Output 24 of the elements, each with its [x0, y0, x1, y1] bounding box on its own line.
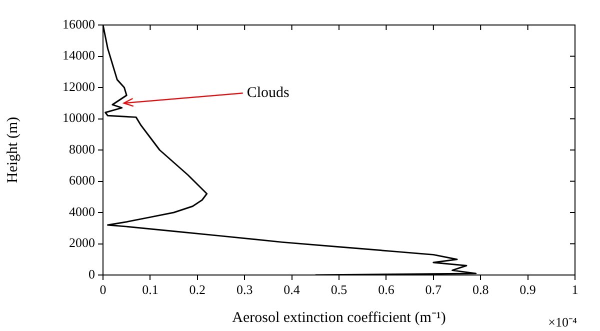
y-tick-label: 12000	[62, 78, 95, 94]
y-tick-label: 0	[88, 266, 95, 282]
x-tick-label: 0.9	[520, 282, 536, 298]
x-axis-title: Aerosol extinction coefficient (m⁻¹)	[232, 310, 446, 326]
y-tick-label: 16000	[62, 16, 95, 32]
x-tick-label: 0.7	[425, 282, 442, 298]
x-tick-label: 0.3	[236, 282, 253, 298]
x-tick-label: 0.5	[330, 282, 348, 298]
y-tick-label: 6000	[69, 172, 95, 188]
y-tick-label: 4000	[69, 204, 95, 219]
annotation: Clouds	[246, 85, 290, 102]
x-tick-label: 1	[572, 282, 578, 298]
y-tick-label: 10000	[62, 110, 95, 126]
y-tick-label: 14000	[62, 48, 95, 63]
y-axis-title: Height (m)	[4, 116, 21, 184]
x-tick-label: 0.4	[284, 282, 300, 298]
x-tick-label: 0.6	[378, 282, 395, 298]
y-tick-label: 2000	[69, 235, 95, 250]
x-tick-label: 0.1	[142, 282, 158, 298]
x-tick-label: 0.2	[189, 282, 206, 298]
text: ×10⁻⁴	[548, 314, 578, 330]
x-tick-label: 0.8	[472, 282, 489, 298]
y-tick-label: 8000	[69, 141, 95, 156]
x-tick-label: 0	[100, 282, 106, 298]
